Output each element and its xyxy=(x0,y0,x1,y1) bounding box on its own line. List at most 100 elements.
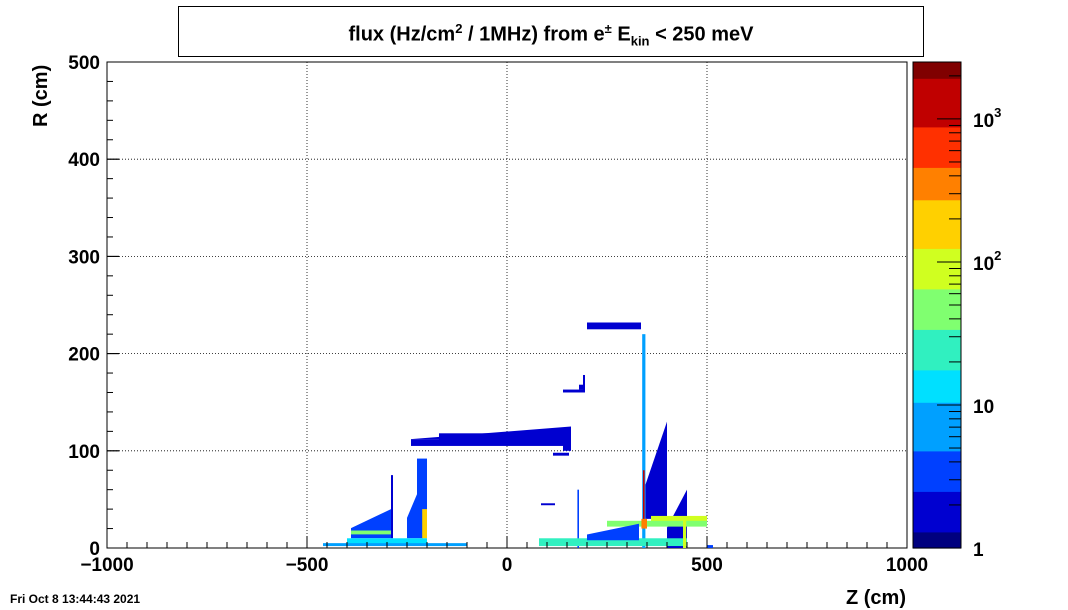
palette-band xyxy=(913,329,961,338)
palette-band xyxy=(913,410,961,419)
title-mid: / 1MHz) from xyxy=(462,23,594,46)
palette-band xyxy=(913,102,961,112)
palette-band xyxy=(913,78,961,87)
timestamp-label: Fri Oct 8 13:44:43 2021 xyxy=(10,592,141,606)
palette-tick-label: 102 xyxy=(973,248,1001,275)
palette-band xyxy=(913,337,961,347)
title-pre: flux (Hz/cm xyxy=(348,23,456,46)
x-tick-label: −500 xyxy=(286,555,329,576)
palette-band xyxy=(913,353,961,363)
palette-band xyxy=(913,256,961,266)
palette-band xyxy=(913,86,961,95)
palette-band xyxy=(913,191,961,201)
palette-band xyxy=(913,305,961,314)
palette-band xyxy=(913,215,961,225)
heatmap-cell xyxy=(641,518,647,529)
y-axis-label: R (cm) xyxy=(30,65,52,127)
heatmap-cell xyxy=(553,452,569,456)
title-box: flux (Hz/cm2 / 1MHz) from e± Ekin < 250 … xyxy=(178,6,924,57)
title-kin: kin xyxy=(630,33,650,49)
heatmap-cell xyxy=(439,433,571,444)
heatmap-cell xyxy=(707,545,713,548)
palette-band xyxy=(913,515,961,525)
palette-band xyxy=(913,402,961,411)
palette-band xyxy=(913,207,961,217)
palette-band xyxy=(913,426,961,436)
palette-band xyxy=(913,272,961,282)
y-tick-label: 400 xyxy=(68,150,100,171)
palette-band xyxy=(913,94,961,104)
title-sup-2: 2 xyxy=(455,21,463,36)
palette-tick-exponent: 2 xyxy=(994,248,1001,263)
heatmap-cell xyxy=(347,538,427,546)
axes: −1000 −500 0 500 1000 0 100 200 300 400 500 xyxy=(68,53,928,576)
palette-band xyxy=(913,361,961,371)
heatmap-cell xyxy=(563,443,571,451)
palette-band xyxy=(913,232,961,241)
palette-band xyxy=(913,483,961,492)
palette-band xyxy=(913,394,961,403)
palette-band xyxy=(913,110,961,120)
heatmap-cell xyxy=(539,538,687,547)
palette-tick-label: 10 xyxy=(973,397,994,418)
palette-band xyxy=(913,531,961,541)
palette-band xyxy=(913,143,961,152)
palette-band xyxy=(913,475,961,484)
x-axis-label: Z (cm) xyxy=(846,587,906,609)
heatmap-cell xyxy=(417,458,427,514)
palette-band xyxy=(913,499,961,509)
heatmap-cell xyxy=(391,475,393,539)
palette-band xyxy=(913,450,961,460)
palette-band xyxy=(913,523,961,533)
palette-band xyxy=(913,321,961,330)
heatmap-cell xyxy=(645,421,667,519)
chart-title: flux (Hz/cm2 / 1MHz) from e± Ekin < 250 … xyxy=(179,21,923,49)
heatmap-cells xyxy=(323,322,713,548)
heatmap-cell xyxy=(651,515,707,524)
y-tick-label: 200 xyxy=(68,345,100,366)
palette-band xyxy=(913,159,961,168)
x-tick-label: −1000 xyxy=(80,555,133,576)
title-post: < 250 meV xyxy=(649,23,754,46)
heatmap-cell xyxy=(587,322,641,330)
palette-band xyxy=(913,151,961,160)
heatmap-cell xyxy=(583,374,585,393)
title-charge: ± xyxy=(604,21,612,36)
palette-band xyxy=(913,288,961,298)
heatmap-cell xyxy=(422,509,427,539)
palette-band xyxy=(913,369,961,379)
gridlines xyxy=(107,62,907,548)
palette-band xyxy=(913,386,961,395)
heatmap-cell xyxy=(587,523,639,541)
palette-band xyxy=(913,491,961,500)
palette-band xyxy=(913,467,961,476)
palette-band xyxy=(913,118,961,128)
heatmap-cell xyxy=(577,489,579,548)
palette-band xyxy=(913,280,961,290)
heatmap-cell xyxy=(323,543,467,547)
palette-band xyxy=(913,248,961,257)
palette-band xyxy=(913,70,961,79)
y-tick-label: 100 xyxy=(68,442,100,463)
palette-band xyxy=(913,313,961,322)
palette-band xyxy=(913,418,961,428)
palette-band xyxy=(913,539,961,549)
palette-band xyxy=(913,126,961,136)
title-ekin: E xyxy=(617,23,631,46)
y-tick-label: 0 xyxy=(89,539,100,560)
palette-tick-label: 1 xyxy=(973,540,984,561)
palette-tick-exponent: 3 xyxy=(994,105,1001,120)
palette-band xyxy=(913,377,961,387)
palette-band xyxy=(913,507,961,517)
palette-band xyxy=(913,134,961,144)
palette-band xyxy=(913,224,961,233)
heatmap-cell xyxy=(351,530,391,535)
palette-band xyxy=(913,345,961,355)
x-tick-label: 0 xyxy=(502,555,513,576)
palette-band xyxy=(913,296,961,306)
y-tick-label: 300 xyxy=(68,247,100,268)
palette-band xyxy=(913,442,961,452)
palette-band xyxy=(913,434,961,444)
palette-band xyxy=(913,458,961,468)
